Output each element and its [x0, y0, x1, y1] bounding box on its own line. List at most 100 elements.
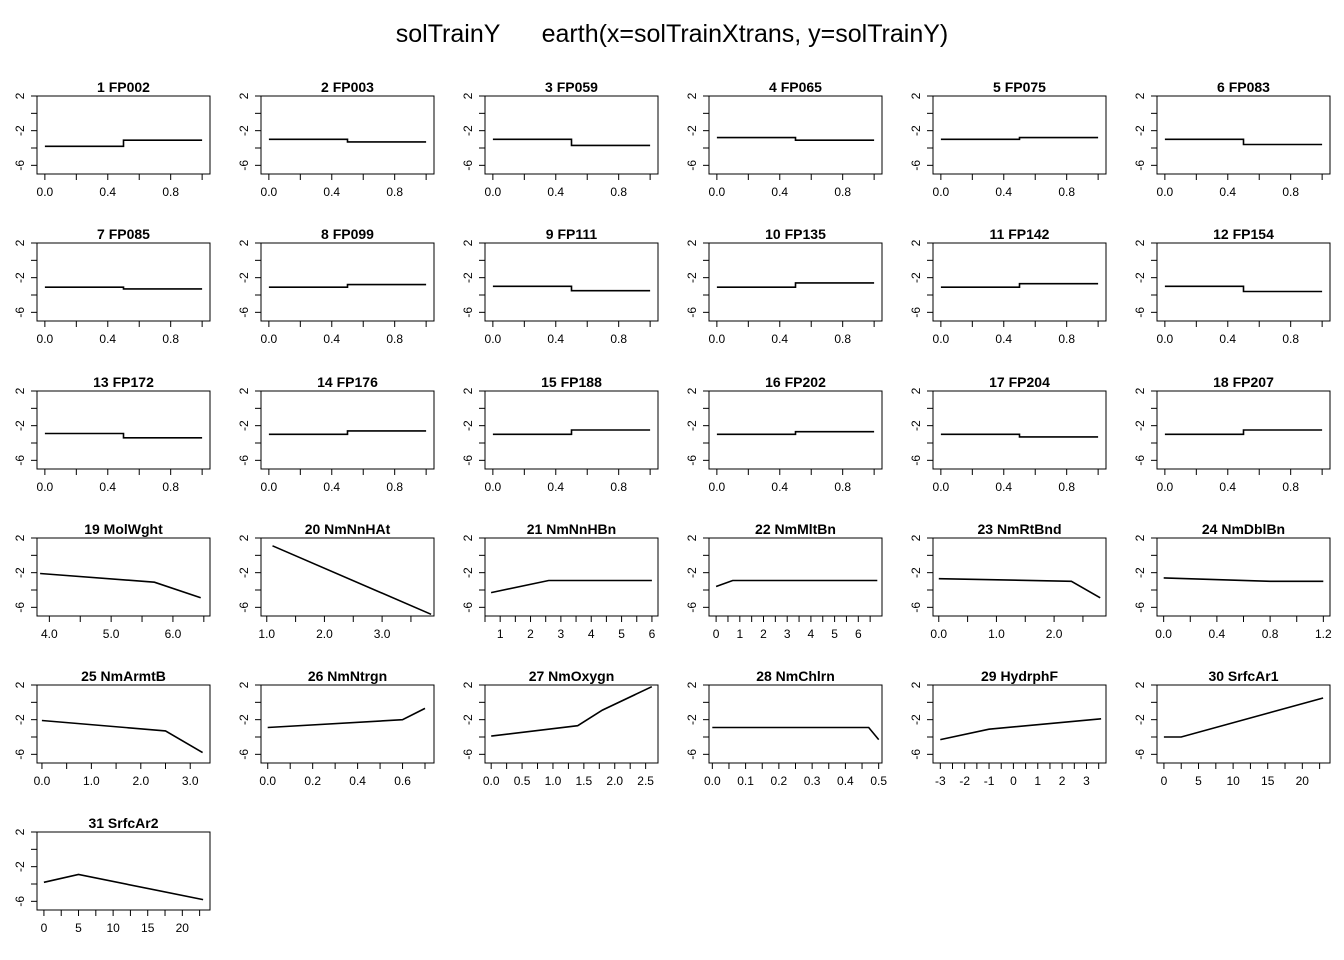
series-line [712, 726, 880, 741]
panel-title: 19 MolWght [84, 521, 163, 537]
panel-17: 17 FP204 2 -2 -6 0.0 0.4 0.8 [909, 374, 1107, 494]
x-tick-label: 3 [558, 627, 565, 641]
panel-24: 24 NmDblBn 2 -2 -6 0.0 0.4 0.8 1.2 [1133, 521, 1332, 641]
panel-title: 6 FP083 [1217, 79, 1270, 95]
x-tick-label: 0.4 [771, 332, 788, 346]
panel-9: 9 FP111 2 -2 -6 0.0 0.4 0.8 [461, 226, 659, 346]
x-tick-label: 4.0 [41, 627, 58, 641]
plot-frame [484, 242, 659, 322]
y-tick-label: -2 [13, 272, 27, 283]
plot-frame [708, 390, 883, 470]
x-tick-label: 1.0 [545, 774, 562, 788]
panel-title: 16 FP202 [765, 374, 826, 390]
panel-title: 12 FP154 [1213, 226, 1274, 242]
panel-18: 18 FP207 2 -2 -6 0.0 0.4 0.8 [1133, 374, 1331, 494]
panel-title: 26 NmNtrgn [308, 668, 387, 684]
x-tick-label: 0.0 [261, 480, 278, 494]
y-tick-label: -2 [909, 567, 923, 578]
panel-8: 8 FP099 2 -2 -6 0.0 0.4 0.8 [237, 226, 435, 346]
x-tick-label: 0.4 [771, 480, 788, 494]
x-tick-label: 3 [1083, 774, 1090, 788]
y-tick-label: -6 [237, 455, 251, 466]
y-tick-label: 2 [13, 92, 27, 99]
y-tick-label: -6 [461, 602, 475, 613]
x-tick-label: 0.4 [323, 332, 340, 346]
x-tick-label: -1 [984, 774, 995, 788]
plot-frame [260, 242, 435, 322]
x-tick-label: 15 [1261, 774, 1275, 788]
y-tick-label: -2 [1133, 272, 1147, 283]
y-tick-label: -6 [685, 307, 699, 318]
x-tick-label: 0.0 [704, 774, 721, 788]
y-tick-label: -2 [461, 567, 475, 578]
x-tick-label: 6 [855, 627, 862, 641]
series-line [491, 685, 653, 737]
y-tick-label: -6 [461, 455, 475, 466]
y-tick-label: -6 [909, 602, 923, 613]
x-tick-label: 0.6 [394, 774, 411, 788]
x-tick-label: 0.8 [386, 185, 403, 199]
panel-20: 20 NmNnHAt 2 -2 -6 1.0 2.0 3.0 [237, 521, 435, 641]
x-tick-label: 0.0 [259, 774, 276, 788]
y-tick-label: -6 [909, 307, 923, 318]
y-tick-label: -6 [1133, 307, 1147, 318]
x-tick-label: 0.0 [261, 332, 278, 346]
x-tick-label: 0 [1161, 774, 1168, 788]
x-tick-label: 2 [760, 627, 767, 641]
panel-title: 30 SrfcAr1 [1208, 668, 1278, 684]
y-tick-label: 2 [909, 681, 923, 688]
x-tick-label: 0.4 [547, 185, 564, 199]
plot-frame [260, 390, 435, 470]
panel-14: 14 FP176 2 -2 -6 0.0 0.4 0.8 [237, 374, 435, 494]
plot-frame [932, 390, 1107, 470]
x-tick-label: 0.0 [1155, 627, 1172, 641]
panel-title: 31 SrfcAr2 [88, 815, 158, 831]
panel-31: 31 SrfcAr2 2 -2 -6 0 5 10 15 20 [13, 815, 211, 935]
y-tick-label: -6 [237, 160, 251, 171]
x-tick-label: 1.0 [258, 627, 275, 641]
x-tick-label: -2 [959, 774, 970, 788]
x-tick-label: 1.5 [576, 774, 593, 788]
chart-main-title: solTrainY earth(x=solTrainXtrans, y=solT… [395, 20, 949, 48]
y-tick-label: 2 [13, 681, 27, 688]
panel-title: 22 NmMltBn [755, 521, 836, 537]
panel-title: 20 NmNnHAt [305, 521, 391, 537]
plot-frame [932, 242, 1107, 322]
series-line [268, 138, 427, 143]
x-tick-label: 5 [618, 627, 625, 641]
y-tick-label: -6 [685, 602, 699, 613]
x-tick-label: 0.4 [995, 480, 1012, 494]
x-tick-label: 0.8 [610, 185, 627, 199]
x-tick-label: 15 [141, 921, 155, 935]
plot-frame [260, 95, 435, 175]
x-tick-label: 0.8 [610, 480, 627, 494]
y-tick-label: -2 [13, 420, 27, 431]
x-tick-label: 5.0 [103, 627, 120, 641]
y-tick-label: -2 [685, 272, 699, 283]
x-tick-label: 20 [176, 921, 190, 935]
panel-title: 7 FP085 [97, 226, 150, 242]
y-tick-label: -2 [461, 714, 475, 725]
plot-frame [484, 95, 659, 175]
series-line [44, 286, 203, 290]
y-tick-label: -2 [685, 567, 699, 578]
y-tick-label: -2 [1133, 714, 1147, 725]
x-tick-label: 0.1 [737, 774, 754, 788]
y-tick-label: -2 [909, 714, 923, 725]
plot-frame [484, 390, 659, 470]
series-line [716, 282, 875, 289]
x-tick-label: 0.2 [771, 774, 788, 788]
x-tick-label: 0.0 [1157, 332, 1174, 346]
y-tick-label: -6 [13, 160, 27, 171]
y-tick-label: 2 [685, 387, 699, 394]
plot-frame [708, 242, 883, 322]
panel-title: 1 FP002 [97, 79, 150, 95]
plot-frame [708, 684, 883, 764]
panel-26: 26 NmNtrgn 2 -2 -6 0.0 0.2 0.4 0.6 [237, 668, 435, 788]
y-tick-label: -2 [685, 125, 699, 136]
panel-7: 7 FP085 2 -2 -6 0.0 0.4 0.8 [13, 226, 211, 346]
x-tick-label: 6.0 [165, 627, 182, 641]
x-tick-label: 3 [784, 627, 791, 641]
y-tick-label: 2 [1133, 534, 1147, 541]
plot-frame [708, 95, 883, 175]
